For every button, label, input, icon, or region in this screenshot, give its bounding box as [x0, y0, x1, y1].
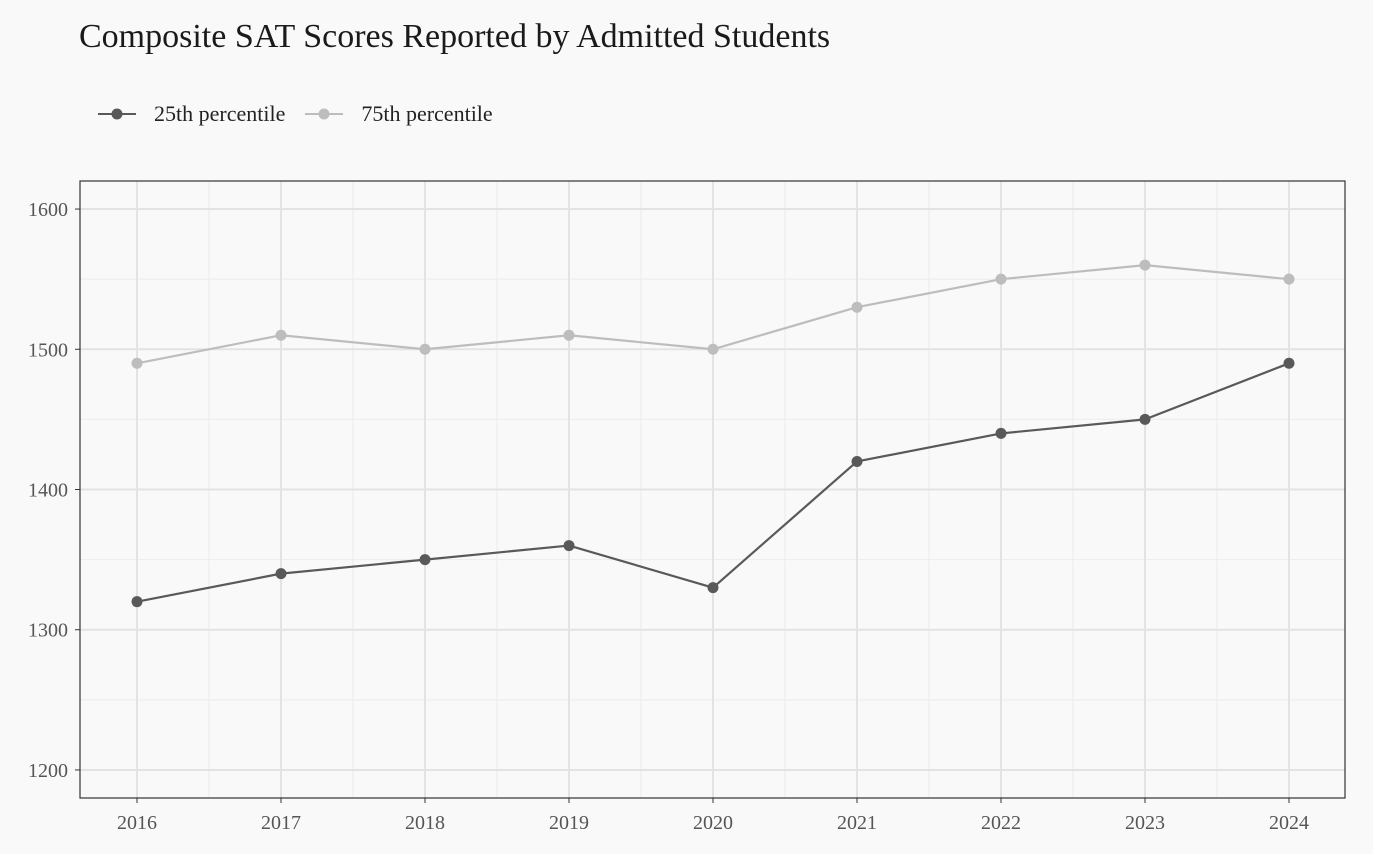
data-point-25th[interactable]	[851, 455, 863, 467]
chart-title: Composite SAT Scores Reported by Admitte…	[79, 18, 831, 55]
legend-key-25th	[98, 108, 136, 120]
x-axis-tick-label: 2020	[693, 812, 733, 834]
x-axis-tick-label: 2024	[1269, 812, 1309, 834]
data-point-75th[interactable]	[995, 273, 1007, 285]
data-point-75th[interactable]	[275, 329, 287, 341]
x-axis-tick-label: 2018	[405, 812, 445, 834]
legend-label-25th: 25th percentile	[154, 101, 286, 126]
y-axis-tick-label: 1600	[28, 199, 68, 221]
legend-label-75th: 75th percentile	[361, 101, 493, 126]
data-point-25th[interactable]	[275, 568, 287, 580]
y-axis-tick-label: 1300	[28, 620, 68, 642]
x-axis-tick-label: 2016	[117, 812, 157, 834]
x-axis-tick-label: 2017	[261, 812, 301, 834]
legend-key-75th	[305, 108, 344, 120]
data-point-75th[interactable]	[851, 301, 863, 313]
data-point-75th[interactable]	[419, 343, 431, 355]
data-point-75th[interactable]	[1283, 273, 1295, 285]
data-point-25th[interactable]	[1283, 357, 1295, 369]
data-point-75th[interactable]	[1139, 259, 1151, 271]
x-axis-tick-label: 2022	[981, 812, 1021, 834]
legend-item-25th[interactable]: 25th percentile	[98, 101, 285, 127]
x-axis-tick-label: 2023	[1125, 812, 1165, 834]
data-point-25th[interactable]	[995, 427, 1007, 439]
data-point-25th[interactable]	[131, 596, 143, 608]
legend-item-75th[interactable]: 75th percentile	[305, 101, 493, 127]
data-point-75th[interactable]	[563, 329, 575, 341]
data-point-25th[interactable]	[1139, 413, 1151, 425]
y-axis-tick-label: 1400	[28, 480, 68, 502]
data-point-75th[interactable]	[131, 357, 143, 369]
chart-legend: 25th percentile 75th percentile	[98, 100, 493, 128]
plot-panel-border	[79, 180, 1346, 799]
data-point-25th[interactable]	[419, 554, 431, 566]
data-point-25th[interactable]	[707, 582, 719, 594]
x-axis-tick-label: 2019	[549, 812, 589, 834]
y-axis-tick-label: 1200	[28, 760, 68, 782]
data-point-75th[interactable]	[707, 343, 719, 355]
data-point-25th[interactable]	[563, 540, 575, 552]
y-axis-tick-label: 1500	[28, 339, 68, 361]
x-axis-tick-label: 2021	[837, 812, 877, 834]
